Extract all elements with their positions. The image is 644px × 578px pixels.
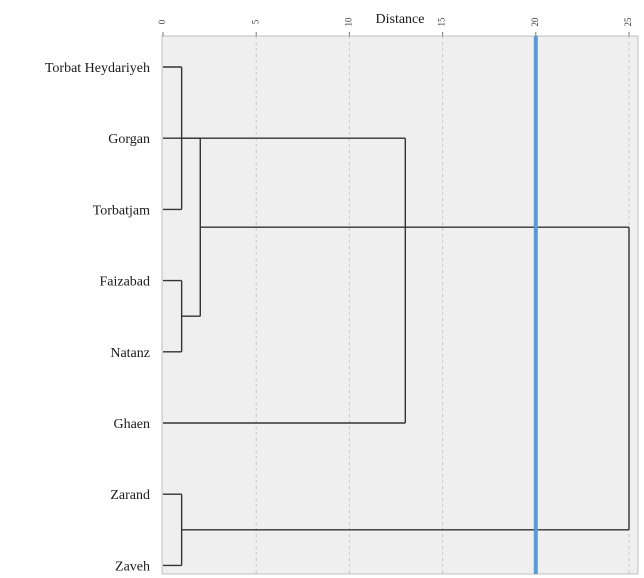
- plot-area: [161, 35, 639, 575]
- leaf-label: Zaveh: [115, 559, 150, 574]
- tick-label: 0: [157, 19, 167, 24]
- tick-label: 20: [530, 17, 540, 27]
- dendrogram-links: [163, 66, 630, 567]
- tick-label: 10: [343, 17, 353, 27]
- leaf-label: Torbatjam: [93, 203, 150, 218]
- tick-label: 15: [437, 17, 447, 27]
- leaf-label: Torbat Heydariyeh: [45, 61, 150, 76]
- leaf-label: Natanz: [110, 346, 150, 361]
- leaf-label: Gorgan: [108, 132, 150, 147]
- leaf-label: Zarand: [110, 488, 150, 503]
- leaf-label: Faizabad: [99, 275, 150, 290]
- x-axis-title: Distance: [376, 12, 425, 27]
- tick-label: 25: [623, 17, 633, 27]
- leaf-labels: Torbat Heydariyeh Gorgan Torbatjam Faizabad…: [45, 61, 150, 574]
- leaf-label: Ghaen: [113, 417, 150, 432]
- tick-label: 5: [250, 19, 260, 24]
- x-axis-ticks: 0 5 10 15 20 25: [157, 17, 633, 36]
